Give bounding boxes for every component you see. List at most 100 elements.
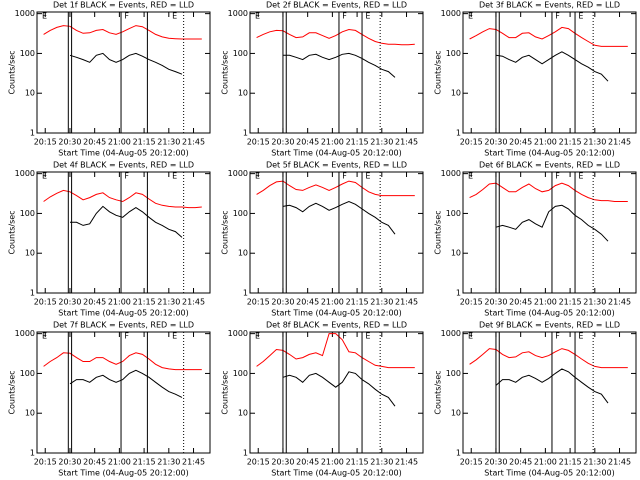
- x-tick-label: 21:45: [608, 458, 631, 467]
- x-tick-label: 20:15: [34, 458, 57, 467]
- x-tick-label: 21:30: [583, 138, 606, 147]
- data-line: [43, 189, 202, 209]
- y-axis-label: Counts/sec: [221, 370, 230, 414]
- event-label: E: [255, 172, 260, 181]
- y-tick-label: 10: [238, 409, 248, 418]
- x-tick-label: 20:45: [509, 298, 532, 307]
- y-axis-label: Counts/sec: [434, 50, 443, 94]
- x-tick-label: 21:45: [395, 458, 418, 467]
- x-tick-label: 21:00: [108, 458, 131, 467]
- x-tick-label: 20:30: [484, 298, 507, 307]
- data-line: [69, 52, 183, 75]
- x-tick-label: 21:15: [133, 138, 156, 147]
- x-tick-label: 20:15: [247, 458, 270, 467]
- data-line: [43, 352, 202, 371]
- x-axis-label: Start Time (04-Aug-05 20:12:00): [271, 149, 402, 158]
- y-axis-label: Counts/sec: [221, 50, 230, 94]
- y-tick-label: 100: [446, 209, 461, 218]
- y-tick-label: 100: [233, 369, 248, 378]
- x-tick-label: 21:30: [583, 298, 606, 307]
- x-tick-label: 21:00: [534, 138, 557, 147]
- y-tick-label: 10: [238, 89, 248, 98]
- x-tick-label: 20:15: [34, 138, 57, 147]
- x-tick-label: 20:45: [296, 458, 319, 467]
- y-axis-label: Counts/sec: [434, 370, 443, 414]
- x-tick-label: 20:30: [271, 138, 294, 147]
- y-tick-label: 10: [25, 409, 35, 418]
- x-tick-label: 20:30: [58, 298, 81, 307]
- x-tick-label: 20:15: [460, 298, 483, 307]
- x-tick-label: 21:45: [182, 138, 205, 147]
- data-line: [70, 205, 183, 238]
- chart-title: Det 6f BLACK = Events, RED = LLD: [479, 161, 620, 170]
- event-label: E: [578, 172, 583, 181]
- y-tick-label: 1: [243, 289, 248, 298]
- x-tick-label: 21:15: [346, 458, 369, 467]
- chart-title: Det 7f BLACK = Events, RED = LLD: [53, 321, 194, 330]
- chart-title: Det 3f BLACK = Events, RED = LLD: [479, 1, 620, 10]
- x-tick-label: 20:15: [247, 138, 270, 147]
- event-label: E: [42, 332, 47, 341]
- x-tick-label: 20:30: [271, 458, 294, 467]
- x-tick-label: 20:30: [484, 138, 507, 147]
- y-tick-label: 1000: [15, 169, 35, 178]
- y-tick-label: 1: [243, 129, 248, 138]
- x-tick-label: 21:30: [157, 138, 180, 147]
- x-axis-label: Start Time (04-Aug-05 20:12:00): [484, 309, 615, 318]
- y-tick-label: 10: [451, 409, 461, 418]
- x-tick-label: 20:15: [247, 298, 270, 307]
- y-tick-label: 100: [20, 209, 35, 218]
- y-tick-label: 1: [30, 129, 35, 138]
- plot-area: [249, 171, 424, 294]
- plot-area: [462, 11, 637, 134]
- x-tick-label: 21:45: [395, 138, 418, 147]
- x-axis-label: Start Time (04-Aug-05 20:12:00): [58, 309, 189, 318]
- y-tick-label: 1: [30, 449, 35, 458]
- y-tick-label: 100: [446, 369, 461, 378]
- y-tick-label: 1000: [441, 9, 461, 18]
- y-tick-label: 1: [456, 449, 461, 458]
- y-axis-label: Counts/sec: [434, 210, 443, 254]
- event-label: E: [255, 12, 260, 21]
- y-tick-label: 1: [30, 289, 35, 298]
- x-axis-label: Start Time (04-Aug-05 20:12:00): [271, 309, 402, 318]
- event-label: F: [555, 332, 560, 341]
- x-axis-label: Start Time (04-Aug-05 20:12:00): [58, 149, 189, 158]
- plot-area: [462, 171, 637, 294]
- data-line: [43, 25, 202, 40]
- x-tick-label: 21:30: [583, 458, 606, 467]
- event-label: E: [468, 12, 473, 21]
- chart-title: Det 1f BLACK = Events, RED = LLD: [53, 1, 194, 10]
- event-label: E: [578, 332, 583, 341]
- x-tick-label: 20:30: [484, 458, 507, 467]
- y-tick-label: 1: [243, 449, 248, 458]
- y-tick-label: 100: [20, 369, 35, 378]
- y-axis-label: Counts/sec: [8, 50, 17, 94]
- y-tick-label: 10: [238, 249, 248, 258]
- x-tick-label: 21:00: [534, 458, 557, 467]
- x-axis-label: Start Time (04-Aug-05 20:12:00): [484, 149, 615, 158]
- x-tick-label: 20:45: [83, 458, 106, 467]
- x-tick-label: 21:15: [346, 138, 369, 147]
- plot-area: [36, 11, 211, 134]
- x-tick-label: 20:45: [83, 298, 106, 307]
- event-label: E: [468, 172, 473, 181]
- y-tick-label: 1000: [15, 329, 35, 338]
- event-label: E: [42, 172, 47, 181]
- x-tick-label: 20:30: [58, 138, 81, 147]
- event-label: F: [124, 332, 129, 341]
- plot-area: [36, 171, 211, 294]
- event-label: E: [578, 12, 583, 21]
- x-tick-label: 21:00: [108, 138, 131, 147]
- x-tick-label: 21:45: [608, 298, 631, 307]
- x-tick-label: 21:45: [395, 298, 418, 307]
- chart-title: Det 5f BLACK = Events, RED = LLD: [266, 161, 407, 170]
- plot-area: [249, 11, 424, 134]
- y-tick-label: 10: [451, 249, 461, 258]
- x-tick-label: 21:15: [133, 298, 156, 307]
- x-axis-label: Start Time (04-Aug-05 20:12:00): [484, 469, 615, 478]
- y-tick-label: 100: [20, 49, 35, 58]
- plot-area: [36, 331, 211, 454]
- x-tick-label: 20:15: [460, 458, 483, 467]
